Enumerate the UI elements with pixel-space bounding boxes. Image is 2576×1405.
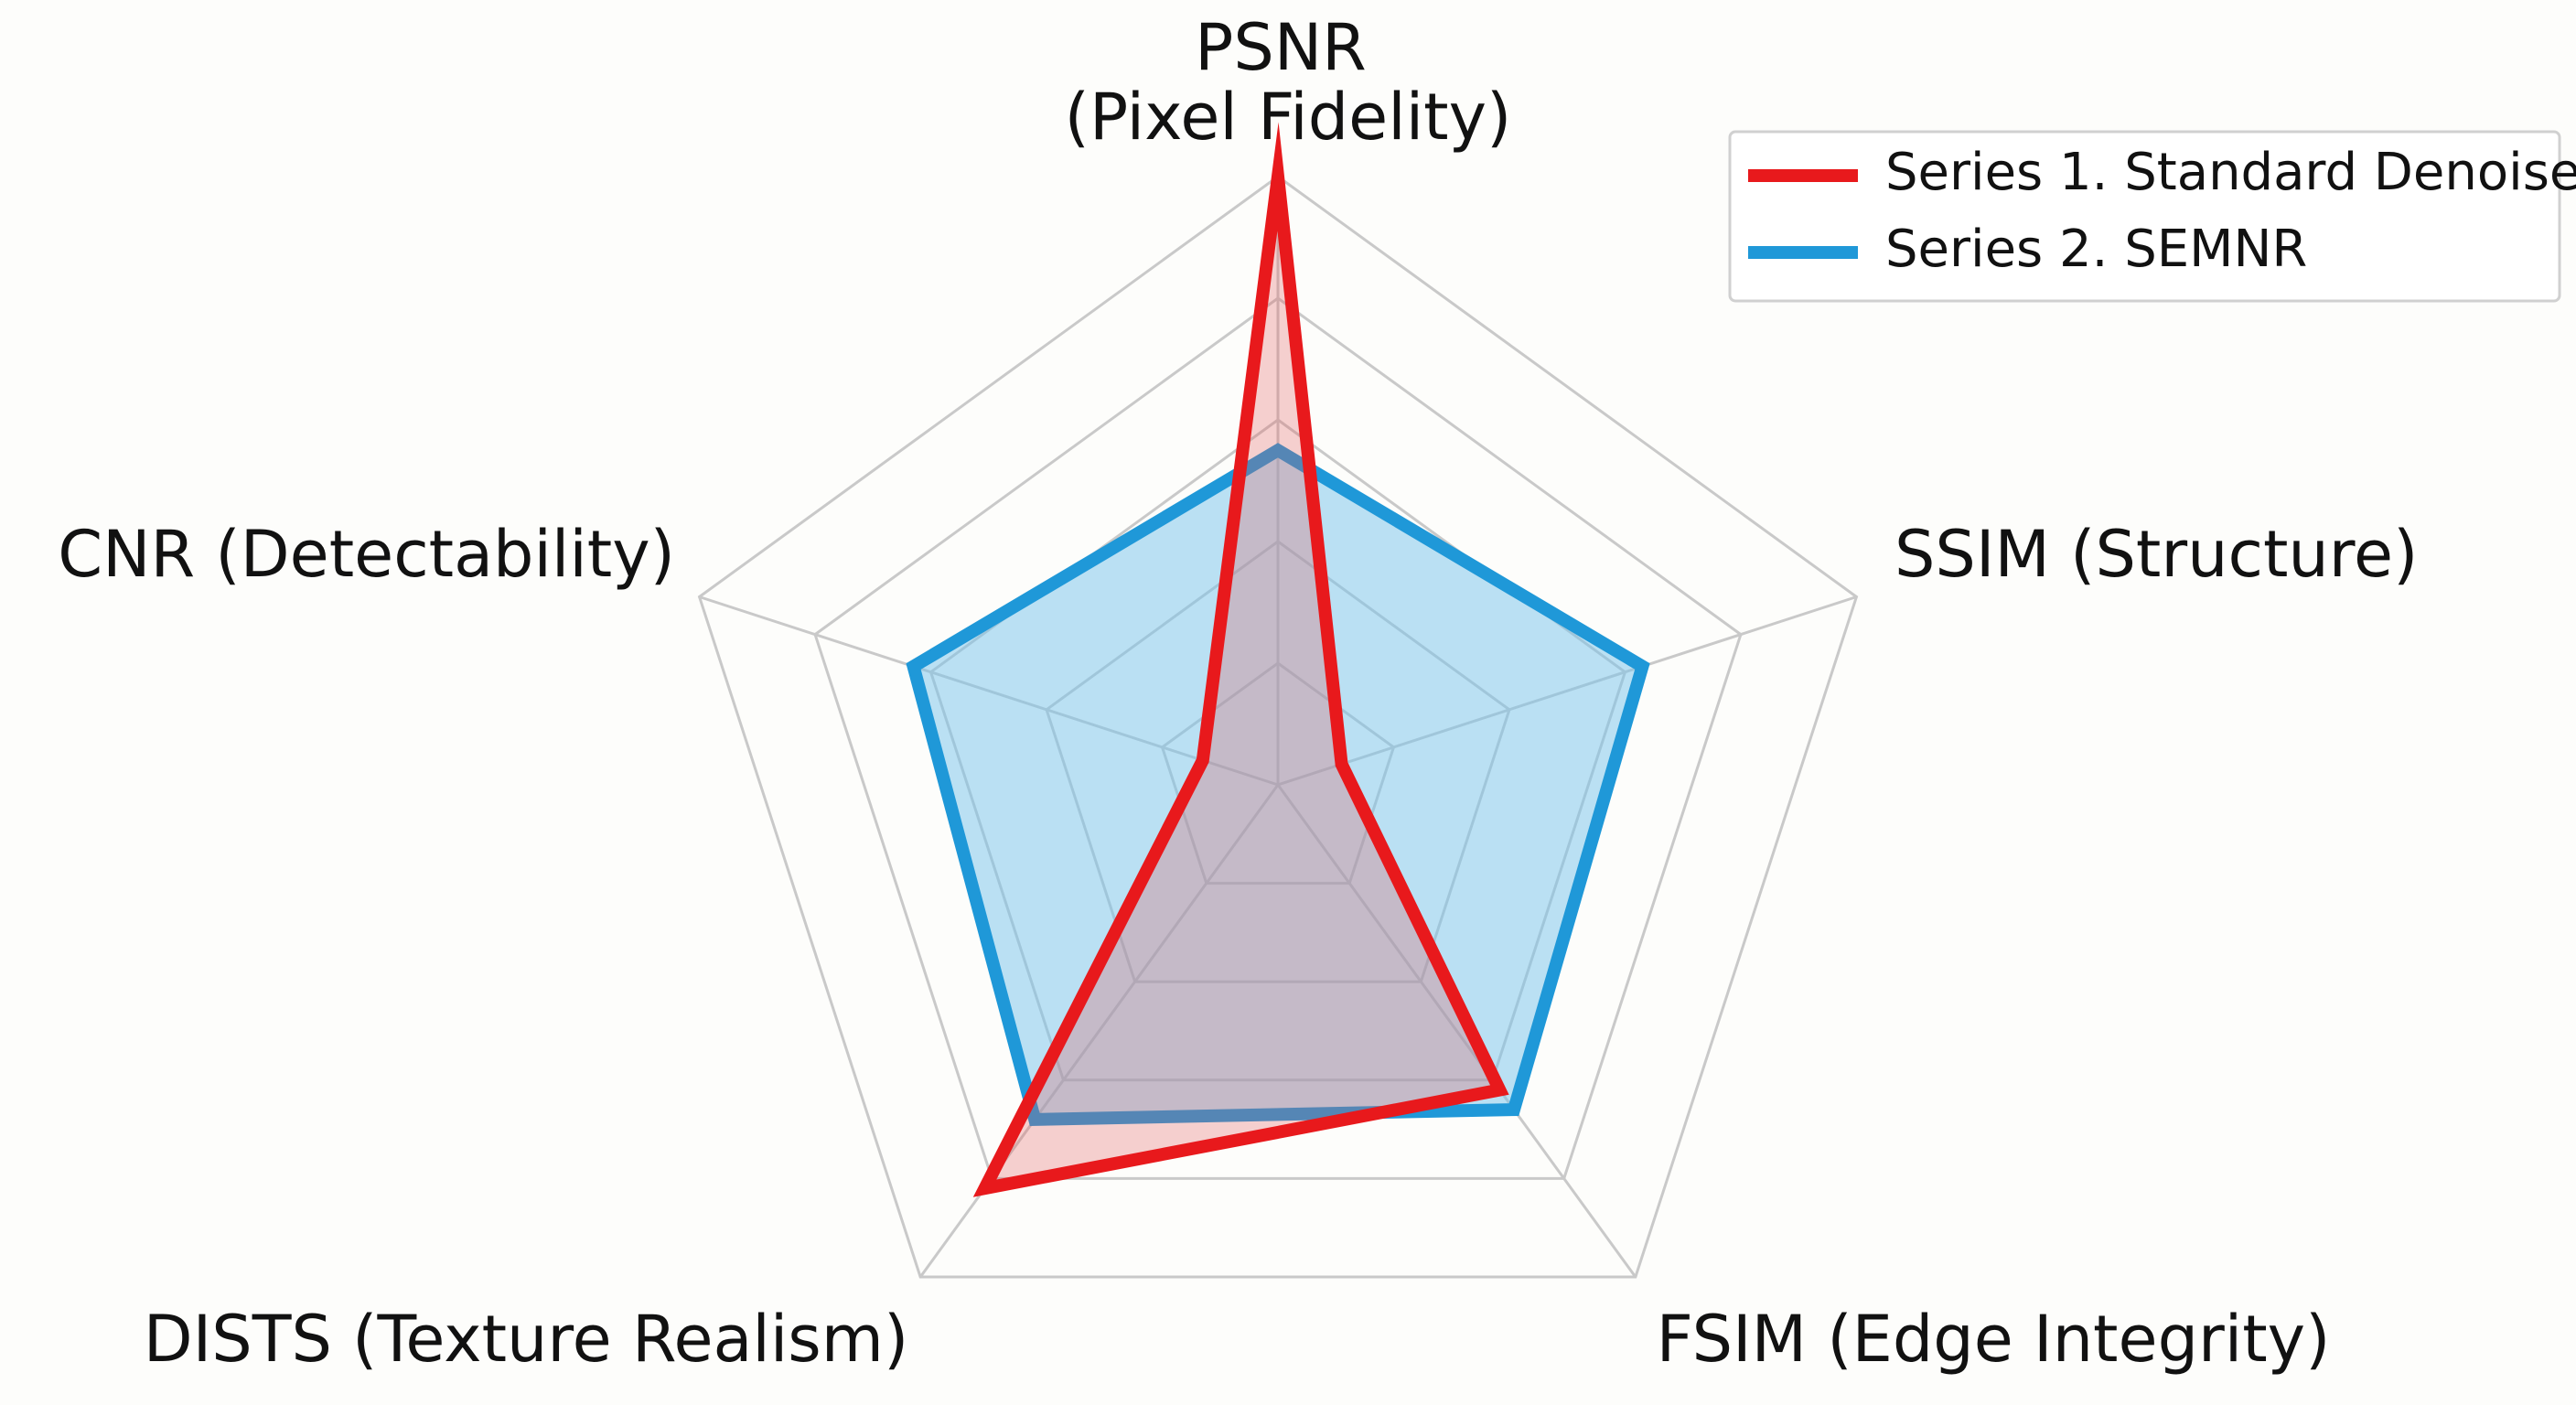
axis-label: DISTS (Texture Realism) <box>144 1302 909 1377</box>
grid-ring <box>697 175 1859 1279</box>
axis-label: PSNR (Pixel Fidelity) <box>1065 10 1512 155</box>
axis-label-line: PSNR <box>1195 10 1367 85</box>
series-area <box>972 122 1509 1197</box>
legend-label: Series 2. SEMNR <box>1885 220 2307 279</box>
axis-label-line: (Pixel Fidelity) <box>1065 80 1512 155</box>
axis-label: FSIM (Edge Integrity) <box>1657 1302 2331 1377</box>
axis-label: SSIM (Structure) <box>1894 517 2418 592</box>
axis-label: CNR (Detectability) <box>58 517 675 592</box>
grid-ring <box>813 296 1743 1180</box>
legend-label: Series 1. Standard Denoiser <box>1885 143 2576 202</box>
legend-box <box>1728 130 2561 303</box>
series-area <box>906 443 1650 1126</box>
